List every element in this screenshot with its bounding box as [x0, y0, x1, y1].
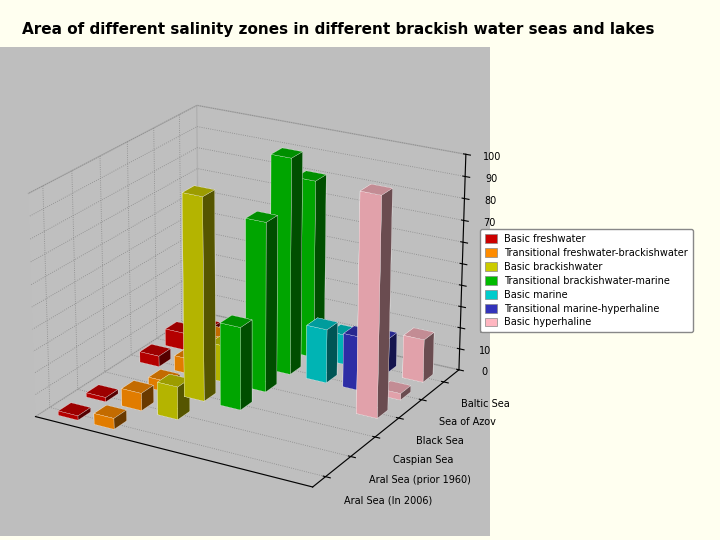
Legend: Basic freshwater, Transitional freshwater-brackishwater, Basic brackishwater, Tr: Basic freshwater, Transitional freshwate… [480, 230, 693, 332]
Text: Area of different salinity zones in different brackish water seas and lakes: Area of different salinity zones in diff… [22, 22, 654, 37]
